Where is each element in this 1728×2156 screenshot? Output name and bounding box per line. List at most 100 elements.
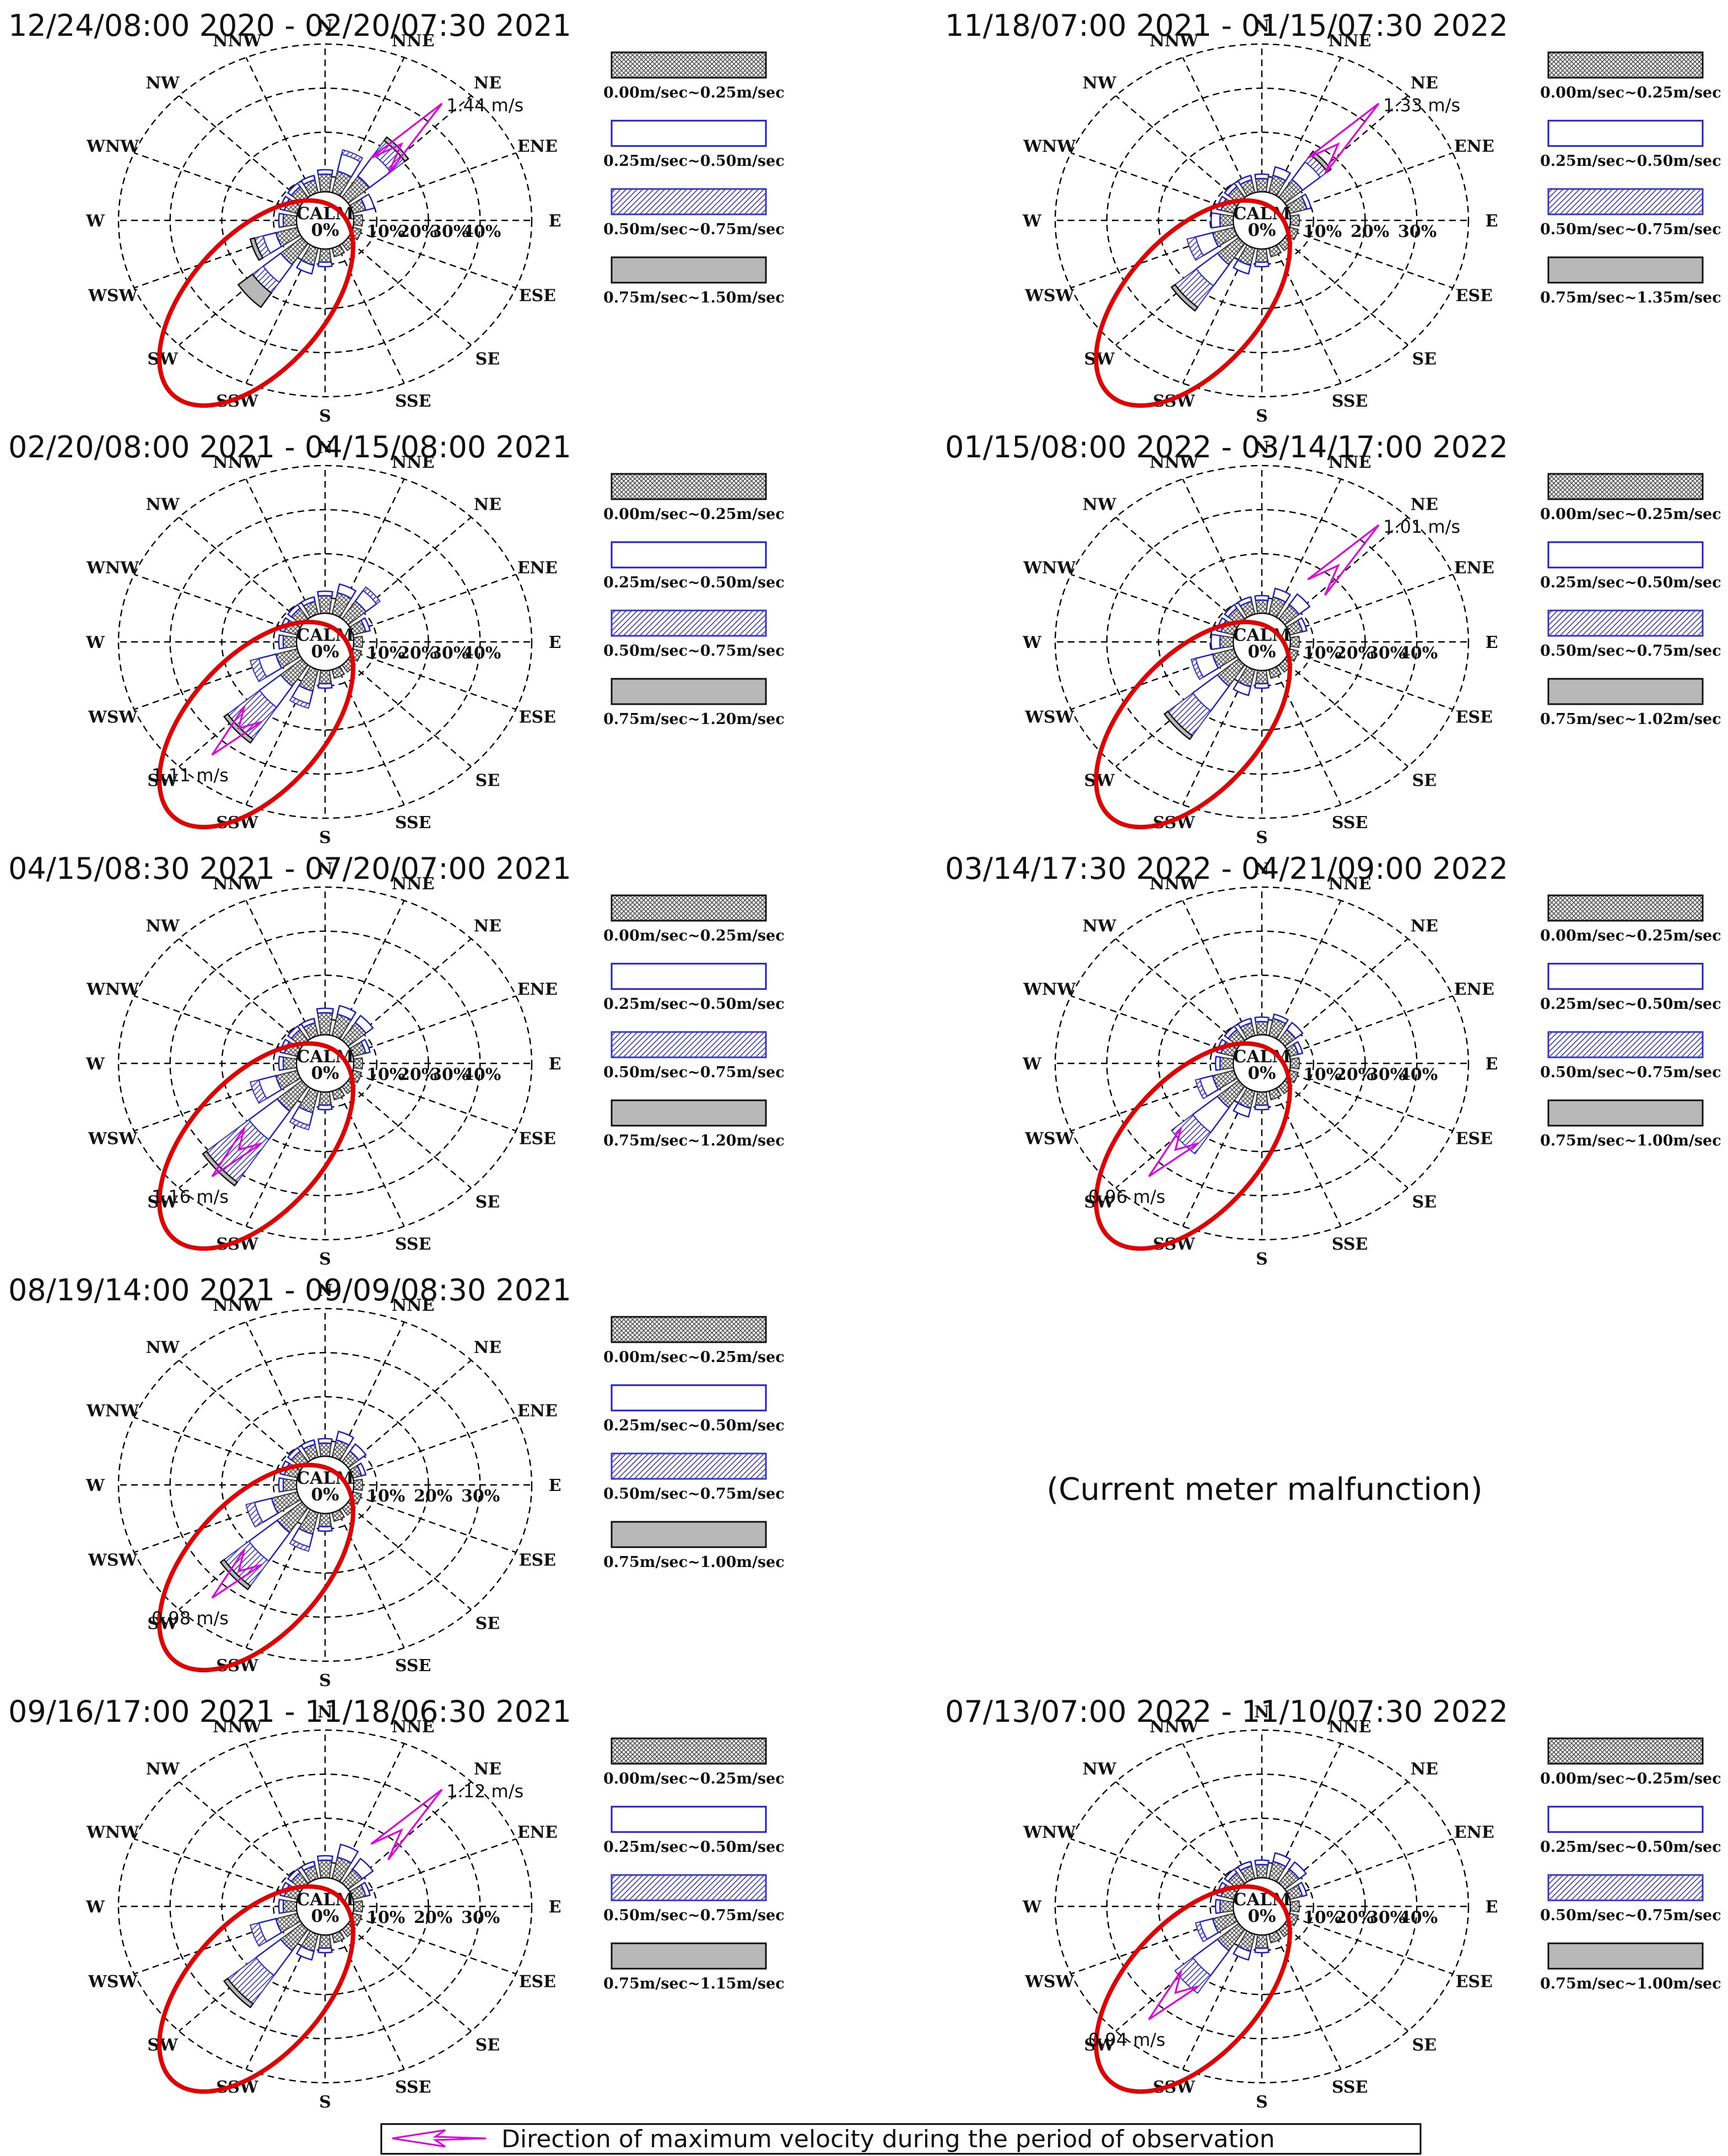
legend-swatch: [1547, 609, 1704, 637]
wind-bar-segment: [1254, 1859, 1270, 1866]
direction-label: WSW: [1024, 1973, 1074, 1992]
wind-bar-segment: [352, 1857, 374, 1880]
footer-legend: Direction of maximum velocity during the…: [380, 2123, 1422, 2155]
wind-bar-segment: [282, 1478, 298, 1492]
legend-swatch: [611, 1874, 767, 1901]
radial-tick-label: 40%: [462, 222, 501, 241]
wind-bar-segment: [1210, 212, 1222, 229]
wind-bar-segment: [249, 657, 268, 683]
direction-label: WSW: [88, 1130, 138, 1149]
radial-tick-label: 20%: [1351, 222, 1389, 241]
direction-label: S: [319, 407, 331, 426]
legend-swatch: [1547, 963, 1704, 990]
grid-spoke: [324, 900, 405, 1064]
legend-label: 0.75m/sec~1.50m/sec: [603, 289, 785, 306]
legend-label: 0.75m/sec~1.02m/sec: [1540, 711, 1721, 728]
legend-swatch: [611, 963, 767, 990]
max-velocity-label: 0.94 m/s: [1088, 2029, 1165, 2050]
wind-bar-segment: [353, 1478, 364, 1492]
direction-label: SSE: [395, 2078, 431, 2097]
radial-tick-label: 20%: [1335, 644, 1374, 663]
direction-label: NNW: [213, 31, 262, 51]
direction-label: W: [85, 633, 105, 652]
legend-swatch: [611, 894, 767, 922]
wind-bar-segment: [317, 261, 333, 268]
dominant-direction-ellipse: [1094, 1041, 1292, 1251]
wind-bar-segment: [287, 1025, 301, 1040]
legend-swatch: [611, 188, 767, 215]
wind-bar-segment: [278, 634, 285, 650]
direction-label: NNE: [1329, 874, 1371, 894]
dominant-direction-ellipse: [157, 1884, 355, 2094]
legend-swatch: [1547, 1031, 1704, 1058]
wind-bar-segment: [316, 1855, 334, 1862]
wind-bar-segment: [353, 214, 364, 227]
direction-label: SSE: [1332, 1235, 1368, 1254]
legend-label: 0.50m/sec~0.75m/sec: [603, 1064, 785, 1081]
radial-tick-label: 30%: [430, 222, 469, 241]
wind-bar-segment: [1219, 1056, 1234, 1071]
direction-label: N: [317, 17, 332, 36]
legend-swatch: [611, 1737, 767, 1765]
grid-spoke: [1182, 220, 1263, 384]
legend-label: 0.75m/sec~1.00m/sec: [603, 1554, 785, 1571]
wind-bar-segment: [1219, 635, 1234, 649]
grid-spoke: [325, 1781, 472, 1907]
wind-bar-segment: [202, 1150, 239, 1187]
legend-label: 0.50m/sec~0.75m/sec: [603, 1485, 785, 1503]
direction-label: N: [317, 438, 332, 457]
wind-bar-segment: [287, 603, 301, 618]
legend-label: 0.75m/sec~1.00m/sec: [1540, 1132, 1721, 1149]
legend-swatch: [611, 1452, 767, 1480]
grid-spoke: [1261, 478, 1342, 642]
direction-label: SW: [147, 1614, 179, 1633]
radial-tick-label: 30%: [430, 644, 469, 663]
grid-spoke: [325, 1063, 472, 1189]
panel-title: 11/18/07:00 2021 - 01/15/07:30 2022: [945, 8, 1508, 43]
legend-swatch: [611, 1031, 767, 1058]
grid-ring: [117, 1307, 533, 1662]
direction-label: N: [317, 1703, 332, 1722]
max-velocity-label: 1.33 m/s: [1383, 95, 1460, 116]
wind-bar-segment: [316, 169, 334, 176]
direction-label: NNE: [392, 31, 435, 51]
direction-label: N: [1254, 17, 1269, 36]
wind-bar-segment: [360, 617, 371, 633]
radial-tick-label: 40%: [1399, 1065, 1438, 1084]
wind-bar-segment: [1289, 1057, 1300, 1070]
direction-label: NW: [146, 1760, 180, 1779]
direction-label: E: [1486, 212, 1498, 231]
grid-ring: [117, 464, 533, 819]
legend-swatch: [611, 473, 767, 500]
calm-value: 0%: [311, 642, 339, 662]
radial-tick-label: 30%: [1398, 222, 1437, 241]
legend-swatch: [611, 256, 767, 284]
direction-label: ENE: [517, 137, 558, 156]
wind-bar-segment: [1232, 680, 1252, 696]
direction-label: NNE: [392, 453, 435, 472]
wind-bar-segment: [1300, 193, 1312, 210]
grid-spoke: [179, 516, 326, 642]
grid-spoke: [1115, 1906, 1262, 2032]
wind-bar-segment: [1255, 1020, 1269, 1036]
direction-label: NE: [474, 1338, 501, 1358]
direction-label: WNW: [86, 980, 139, 999]
grid-spoke: [1182, 900, 1263, 1064]
legend-swatch: [611, 51, 767, 79]
calm-value: 0%: [311, 220, 339, 240]
legend-swatch: [1547, 256, 1704, 284]
direction-label: NE: [1411, 495, 1438, 515]
grid-spoke: [325, 95, 472, 221]
direction-label: SSE: [1332, 392, 1368, 411]
wind-bar-segment: [317, 1525, 333, 1532]
wind-bar-segment: [1254, 1016, 1270, 1023]
grid-spoke: [325, 1484, 472, 1611]
grid-spoke: [1115, 1063, 1262, 1189]
legend-label: 0.00m/sec~0.25m/sec: [1540, 927, 1721, 944]
grid-spoke: [1115, 1781, 1262, 1907]
footer-arrow-icon: [392, 2129, 487, 2148]
max-velocity-arrow-icon: [370, 1788, 443, 1861]
grid-spoke: [1182, 1063, 1263, 1227]
legend-label: 0.00m/sec~0.25m/sec: [603, 506, 785, 523]
